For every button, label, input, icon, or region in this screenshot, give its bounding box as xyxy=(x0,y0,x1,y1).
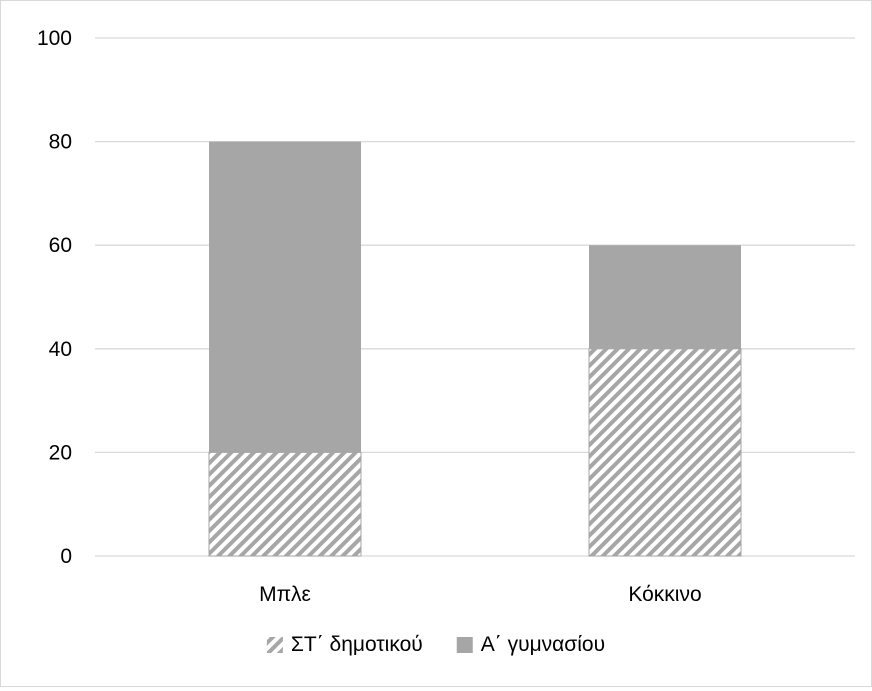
legend-swatch xyxy=(266,637,283,653)
x-axis-category-labels: Μπλε Κόκκινο xyxy=(259,583,702,606)
x-category-label: Μπλε xyxy=(259,583,311,606)
y-tick-label: 60 xyxy=(49,234,72,257)
y-tick-label: 80 xyxy=(49,131,72,154)
y-tick-label: 100 xyxy=(37,27,72,50)
y-tick-label: 20 xyxy=(49,441,72,464)
legend-label: ΣΤ΄ δημοτικού xyxy=(291,633,423,656)
legend-item-a-gymnasiou: Α΄ γυμνασίου xyxy=(456,633,605,656)
legend-label: Α΄ γυμνασίου xyxy=(481,633,605,656)
bar-segment-st-dimotikou-1 xyxy=(588,348,742,557)
bar-segment-a-gymnasiou-1 xyxy=(589,245,741,349)
y-tick-label: 40 xyxy=(49,338,72,361)
y-axis-tick-labels: 0 20 40 60 80 100 xyxy=(37,27,72,568)
legend: ΣΤ΄ δημοτικού Α΄ γυμνασίου xyxy=(266,633,605,656)
bar-segment-a-gymnasiou-0 xyxy=(209,141,361,453)
legend-item-st-dimotikou: ΣΤ΄ δημοτικού xyxy=(266,633,423,656)
legend-swatch xyxy=(456,637,473,653)
y-tick-label: 0 xyxy=(60,545,72,568)
bars xyxy=(208,141,742,557)
bar-segment-st-dimotikou-0 xyxy=(208,451,362,557)
x-category-label: Κόκκινο xyxy=(628,583,701,606)
